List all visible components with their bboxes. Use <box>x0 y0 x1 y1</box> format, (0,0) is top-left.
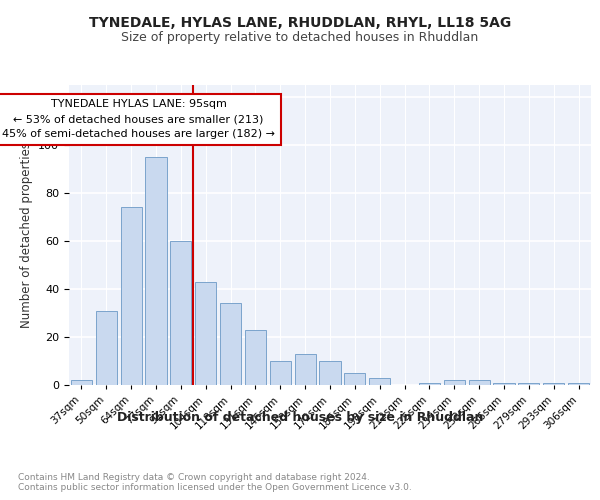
Bar <box>220 304 241 385</box>
Bar <box>469 380 490 385</box>
Text: TYNEDALE, HYLAS LANE, RHUDDLAN, RHYL, LL18 5AG: TYNEDALE, HYLAS LANE, RHUDDLAN, RHYL, LL… <box>89 16 511 30</box>
Bar <box>344 373 365 385</box>
Bar <box>319 361 341 385</box>
Bar <box>369 378 390 385</box>
Bar <box>543 382 564 385</box>
Text: TYNEDALE HYLAS LANE: 95sqm
← 53% of detached houses are smaller (213)
45% of sem: TYNEDALE HYLAS LANE: 95sqm ← 53% of deta… <box>2 100 275 139</box>
Y-axis label: Number of detached properties: Number of detached properties <box>20 142 32 328</box>
Bar <box>444 380 465 385</box>
Bar <box>170 241 191 385</box>
Bar <box>419 382 440 385</box>
Bar <box>568 382 589 385</box>
Bar <box>493 382 515 385</box>
Text: Contains HM Land Registry data © Crown copyright and database right 2024.
Contai: Contains HM Land Registry data © Crown c… <box>18 472 412 492</box>
Bar <box>518 382 539 385</box>
Bar <box>121 208 142 385</box>
Bar <box>270 361 291 385</box>
Bar <box>295 354 316 385</box>
Text: Distribution of detached houses by size in Rhuddlan: Distribution of detached houses by size … <box>117 411 483 424</box>
Bar <box>71 380 92 385</box>
Bar <box>245 330 266 385</box>
Bar <box>195 282 216 385</box>
Text: Size of property relative to detached houses in Rhuddlan: Size of property relative to detached ho… <box>121 31 479 44</box>
Bar <box>96 310 117 385</box>
Bar <box>145 157 167 385</box>
